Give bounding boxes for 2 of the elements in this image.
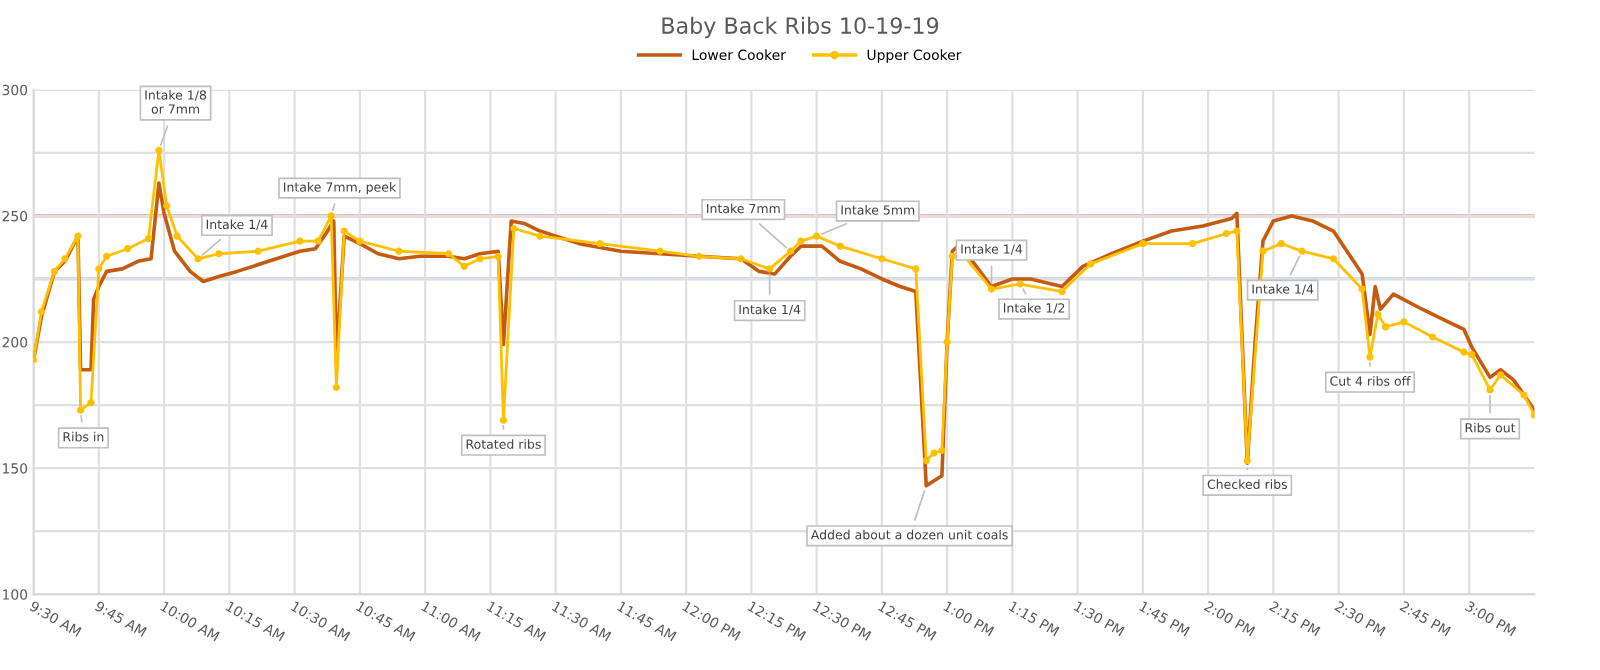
line-series (33, 181, 1535, 488)
chart-title: Baby Back Ribs 10-19-19 (662, 16, 939, 39)
